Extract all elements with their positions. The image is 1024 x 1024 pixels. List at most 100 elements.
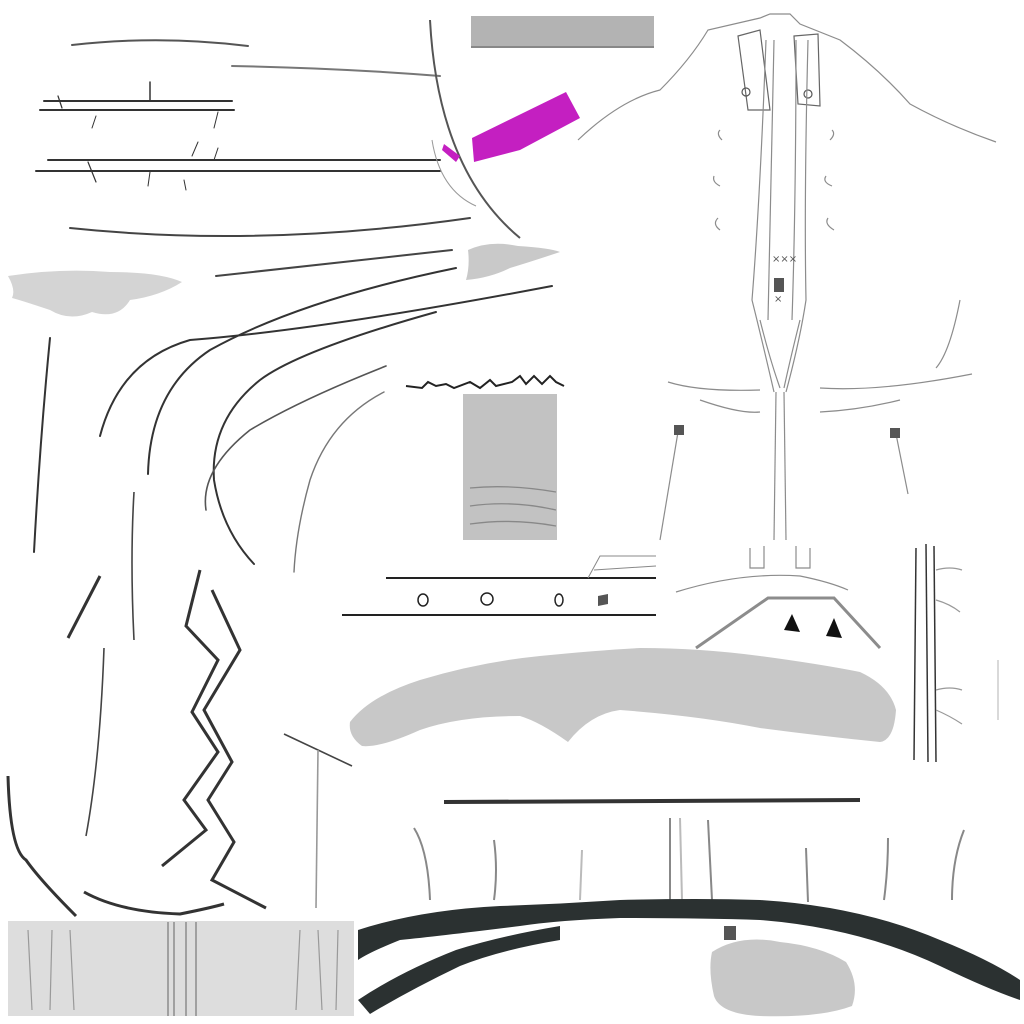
pleat xyxy=(69,929,75,1011)
collar-button xyxy=(803,89,813,99)
waist-line-right xyxy=(819,373,973,390)
side-seam-right xyxy=(935,299,961,369)
placket-outer-left xyxy=(751,39,775,393)
center-panel xyxy=(405,374,565,540)
sweep-stroke-5 xyxy=(204,365,387,511)
pleat xyxy=(49,929,53,1011)
skirt-lines xyxy=(413,817,965,903)
panel-wave-2 xyxy=(469,503,557,511)
tick-mark xyxy=(183,179,187,191)
waist-line-left xyxy=(667,381,761,391)
thin-vertical xyxy=(85,647,105,837)
sweep-stroke-1 xyxy=(215,249,453,277)
slash-stroke xyxy=(66,575,102,639)
sweep-stroke-4 xyxy=(212,311,437,565)
collar-right xyxy=(793,33,821,107)
string-right xyxy=(895,433,909,495)
hip-curve-left xyxy=(699,399,761,413)
panel-wave-1 xyxy=(469,486,557,493)
hem-outline xyxy=(675,574,849,593)
skirt-line xyxy=(493,839,497,901)
button-circle xyxy=(480,592,494,606)
tick-left xyxy=(713,129,723,231)
pleat xyxy=(27,929,33,1011)
center-seam-left xyxy=(773,391,777,541)
upper-left-stroke-group xyxy=(33,39,553,573)
dark-band xyxy=(358,899,1020,1000)
tick-mark xyxy=(213,147,219,161)
skirt-line xyxy=(413,827,431,901)
left-curve-stroke xyxy=(6,775,78,918)
pleat xyxy=(295,929,301,1011)
mid-curve-stroke xyxy=(69,217,471,237)
skirt-line xyxy=(805,847,809,903)
trapezoid-outline xyxy=(695,596,882,650)
strip-corner-lines xyxy=(587,555,657,579)
placket-lower-left xyxy=(759,319,781,389)
t-stem xyxy=(315,749,319,909)
tick-mark xyxy=(91,115,97,129)
zigzag-stroke xyxy=(161,569,220,868)
dark-notch xyxy=(724,926,736,940)
skirt-line xyxy=(883,837,889,901)
pleat xyxy=(317,929,323,1011)
magenta-highlight xyxy=(472,92,580,162)
string-left xyxy=(659,431,679,541)
placket-inner-left xyxy=(767,39,775,321)
left-vertical-stroke xyxy=(33,337,51,553)
tick-right xyxy=(824,129,835,231)
gray-patch-bottom xyxy=(710,939,855,1017)
tick-mark xyxy=(57,95,63,109)
tick-mark xyxy=(87,161,97,183)
top-curve-stroke xyxy=(71,39,249,47)
shoulder-outline xyxy=(577,13,997,143)
skirt-line xyxy=(679,817,683,901)
hem-detail xyxy=(749,546,811,569)
garment-front xyxy=(577,13,997,593)
stitch-mark: ××× xyxy=(772,254,797,265)
stitch-mark: × xyxy=(774,294,782,305)
skirt-line xyxy=(579,849,583,901)
thin-vertical xyxy=(131,491,135,641)
top-long-stroke xyxy=(231,65,441,77)
marker-triangle-icon xyxy=(826,618,842,638)
side-strip-line xyxy=(925,543,929,763)
thin-stroke-group xyxy=(85,491,353,909)
tick-mark xyxy=(213,111,219,129)
fabric-panel xyxy=(8,921,354,1016)
side-strip-frills xyxy=(935,567,963,725)
fabric-panel-fill xyxy=(8,921,354,1016)
placket-lower-right xyxy=(783,319,801,389)
string-end xyxy=(890,428,900,438)
gray-band xyxy=(349,648,896,747)
magenta-highlight-small xyxy=(442,144,460,162)
gray-patch-left xyxy=(8,270,182,317)
skirt-line xyxy=(707,819,713,901)
tick-mark xyxy=(147,171,151,187)
zigzag-stroke xyxy=(202,589,267,910)
panel-wave-3 xyxy=(469,520,557,527)
button-circle xyxy=(554,593,564,607)
collar-left xyxy=(737,29,771,111)
pleat xyxy=(335,929,339,1011)
gray-swatch-bar xyxy=(471,16,654,48)
button-circle xyxy=(417,593,429,607)
marker-triangle-icon xyxy=(784,614,800,632)
side-strip-line xyxy=(933,545,937,763)
skirt-line xyxy=(951,829,965,901)
bottom-rule xyxy=(443,798,861,804)
side-strip-line xyxy=(913,547,917,761)
string-end xyxy=(674,425,684,435)
sweep-stroke-6 xyxy=(293,391,385,573)
placket-outer-right xyxy=(785,39,809,393)
button-strip xyxy=(342,555,657,616)
tick-mark xyxy=(191,141,199,157)
hip-curve-right xyxy=(819,399,901,413)
gray-patch-small xyxy=(466,243,560,280)
center-seam-right xyxy=(783,391,787,541)
gray-panel xyxy=(463,394,557,540)
toggle-tab xyxy=(774,278,784,292)
trapezoid-strip xyxy=(695,596,882,650)
sweep-stroke-3 xyxy=(147,267,457,475)
